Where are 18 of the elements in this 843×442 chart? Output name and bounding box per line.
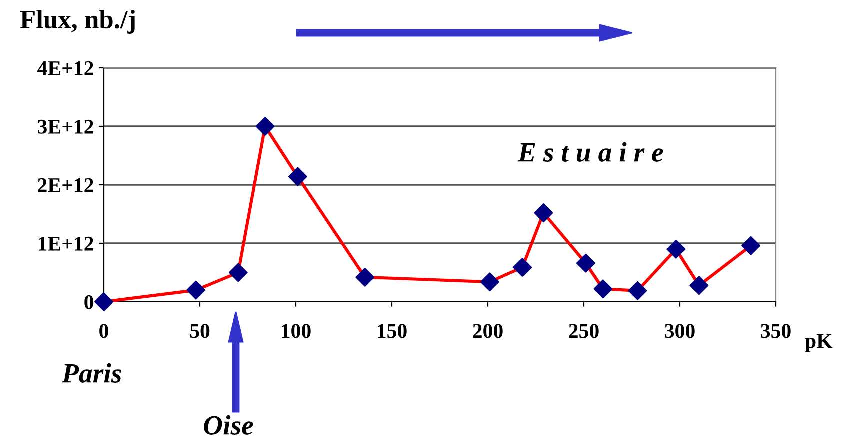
y-tick-label: 1E+12 bbox=[38, 236, 94, 251]
x-tick-label: 250 bbox=[569, 324, 599, 338]
x-tick-label: 0 bbox=[100, 324, 108, 338]
y-tick-label: 0 bbox=[84, 295, 94, 310]
x-tick-label: 300 bbox=[665, 324, 695, 338]
x-tick-label: 200 bbox=[473, 324, 503, 338]
y-tick-label: 2E+12 bbox=[38, 178, 94, 192]
x-axis-title: pK bbox=[805, 334, 833, 352]
x-tick-label: 350 bbox=[761, 324, 791, 338]
annotation: E s t u a i r e bbox=[518, 142, 664, 162]
y-tick-label: 4E+12 bbox=[38, 61, 94, 76]
y-axis-title: Flux, nb./j bbox=[20, 10, 135, 34]
text: Paris bbox=[62, 363, 122, 383]
y-tick-label: 3E+12 bbox=[38, 120, 94, 134]
text: Oise bbox=[204, 415, 254, 435]
x-tick-label: 50 bbox=[190, 324, 210, 338]
x-tick-label: 100 bbox=[282, 324, 311, 338]
x-tick-label: 150 bbox=[378, 324, 407, 338]
